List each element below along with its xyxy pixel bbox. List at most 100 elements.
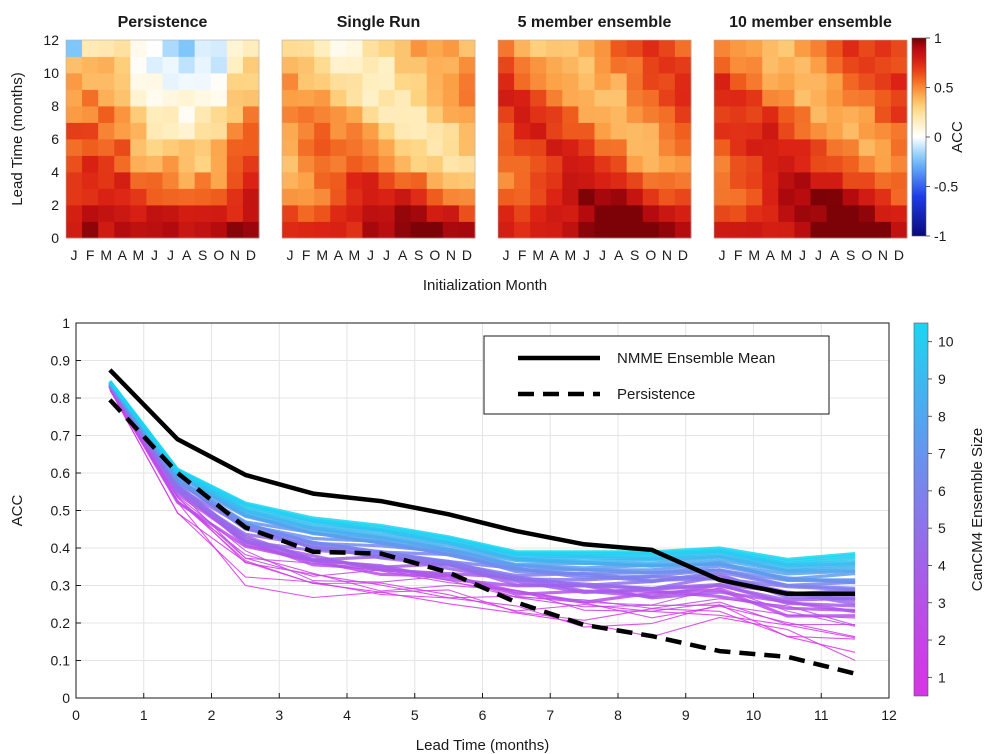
heatmap-cell <box>242 172 260 189</box>
heatmap-cell <box>730 89 747 107</box>
heatmap-cell <box>826 122 844 140</box>
heatmap-cell <box>890 172 908 189</box>
heatmap-cell <box>330 221 347 239</box>
ensemble-colorbar-tick-label: 3 <box>938 595 946 611</box>
heatmap-cell <box>514 155 531 173</box>
heatmap-cell <box>746 89 763 107</box>
month-tick-label: J <box>799 247 806 263</box>
month-tick-label: A <box>334 247 344 263</box>
heatmap-cell <box>426 188 444 206</box>
heatmap-cell <box>858 139 876 156</box>
heatmap-cell <box>442 155 460 173</box>
heatmap-cell <box>242 106 260 123</box>
heatmap-cell <box>810 139 827 156</box>
heatmap-cell <box>314 188 331 206</box>
heatmap-cell <box>578 106 595 123</box>
heatmap-cell <box>546 89 563 107</box>
heatmap-cell <box>282 122 299 140</box>
acc-colorbar-tick-label: -1 <box>934 228 947 244</box>
heatmap-cell <box>442 139 460 156</box>
month-tick-label: J <box>367 247 374 263</box>
heatmap-cell <box>730 188 747 206</box>
heatmap-title: Persistence <box>118 14 208 31</box>
ensemble-colorbar-tick-label: 7 <box>938 446 946 462</box>
acc-colorbar-tick-label: 0 <box>934 129 942 145</box>
heatmap-cell <box>394 40 412 57</box>
heatmap-cell <box>762 106 779 123</box>
heatmap-cell <box>346 221 363 239</box>
heatmap-cell <box>762 172 779 189</box>
month-tick-label: A <box>118 247 128 263</box>
heatmap-cell <box>810 56 827 74</box>
month-tick-label: A <box>182 247 192 263</box>
heatmap-cell <box>498 40 515 57</box>
heatmap-cell <box>794 188 811 206</box>
heatmap-cell <box>810 40 827 57</box>
heatmap-cell <box>890 221 908 239</box>
month-tick-label: J <box>167 247 174 263</box>
heatmap-cell <box>194 155 212 173</box>
heatmap-cell <box>410 40 428 57</box>
heatmap-cell <box>82 73 99 90</box>
heatmap-cell <box>858 89 876 107</box>
heatmap-cell <box>794 73 811 90</box>
heatmap-cell <box>298 122 315 140</box>
heatmap-cell <box>610 56 628 74</box>
heatmap-cell <box>66 40 83 57</box>
heatmap-cell <box>210 106 228 123</box>
heatmap-cell <box>410 56 428 74</box>
heatmap-cell <box>610 73 628 90</box>
heatmap-cell <box>610 89 628 107</box>
month-tick-label: J <box>151 247 158 263</box>
month-tick-label: M <box>748 247 760 263</box>
heatmap-cell <box>82 205 99 222</box>
heatmap-cell <box>530 122 547 140</box>
heatmap-x-axis-label: Initialization Month <box>423 277 547 294</box>
heatmap-cell <box>858 172 876 189</box>
heatmap-cell <box>546 40 563 57</box>
heatmap-cell <box>842 56 860 74</box>
month-tick-label: O <box>213 247 224 263</box>
heatmap-cell <box>314 40 331 57</box>
heatmap-cell <box>66 122 83 140</box>
heatmap-cell <box>562 73 579 90</box>
heatmap-cell <box>298 106 315 123</box>
ensemble-member-line <box>108 380 856 561</box>
heatmap-cell <box>794 106 811 123</box>
heatmap-cell <box>362 139 379 156</box>
heatmap-cell <box>282 73 299 90</box>
heatmap-cell <box>410 188 428 206</box>
heatmap-cell <box>610 155 628 173</box>
heatmap-cell <box>858 205 876 222</box>
heatmap-cell <box>642 155 660 173</box>
heatmap-cell <box>282 221 299 239</box>
heatmap-cell <box>858 40 876 57</box>
heatmap-cell <box>874 155 892 173</box>
heatmap-cell <box>442 56 460 74</box>
heatmap-cell <box>762 221 779 239</box>
heatmap-cell <box>874 40 892 57</box>
heatmap-cell <box>546 205 563 222</box>
heatmap-cell <box>642 40 660 57</box>
heatmap-cell <box>114 89 131 107</box>
heatmap-cell <box>810 188 827 206</box>
heatmap-cell <box>642 56 660 74</box>
heatmap-cell <box>546 221 563 239</box>
y-tick-label: 0.8 <box>51 390 71 406</box>
heatmap-cell <box>810 73 827 90</box>
heatmap-cell <box>226 40 244 57</box>
heatmap-cell <box>394 172 412 189</box>
heatmap-cell <box>826 172 844 189</box>
heatmap-cell <box>778 221 795 239</box>
x-tick-label: 12 <box>881 707 897 723</box>
heatmap-cell <box>82 56 99 74</box>
heatmap-cell <box>378 122 395 140</box>
heatmap-cell <box>330 139 347 156</box>
heatmap-cell <box>514 122 531 140</box>
heatmap-cell <box>362 89 379 107</box>
heatmap-cell <box>498 155 515 173</box>
heatmap-cell <box>626 56 644 74</box>
heatmap-cell <box>442 73 460 90</box>
heatmap-cell <box>842 122 860 140</box>
heatmap-cell <box>626 205 644 222</box>
